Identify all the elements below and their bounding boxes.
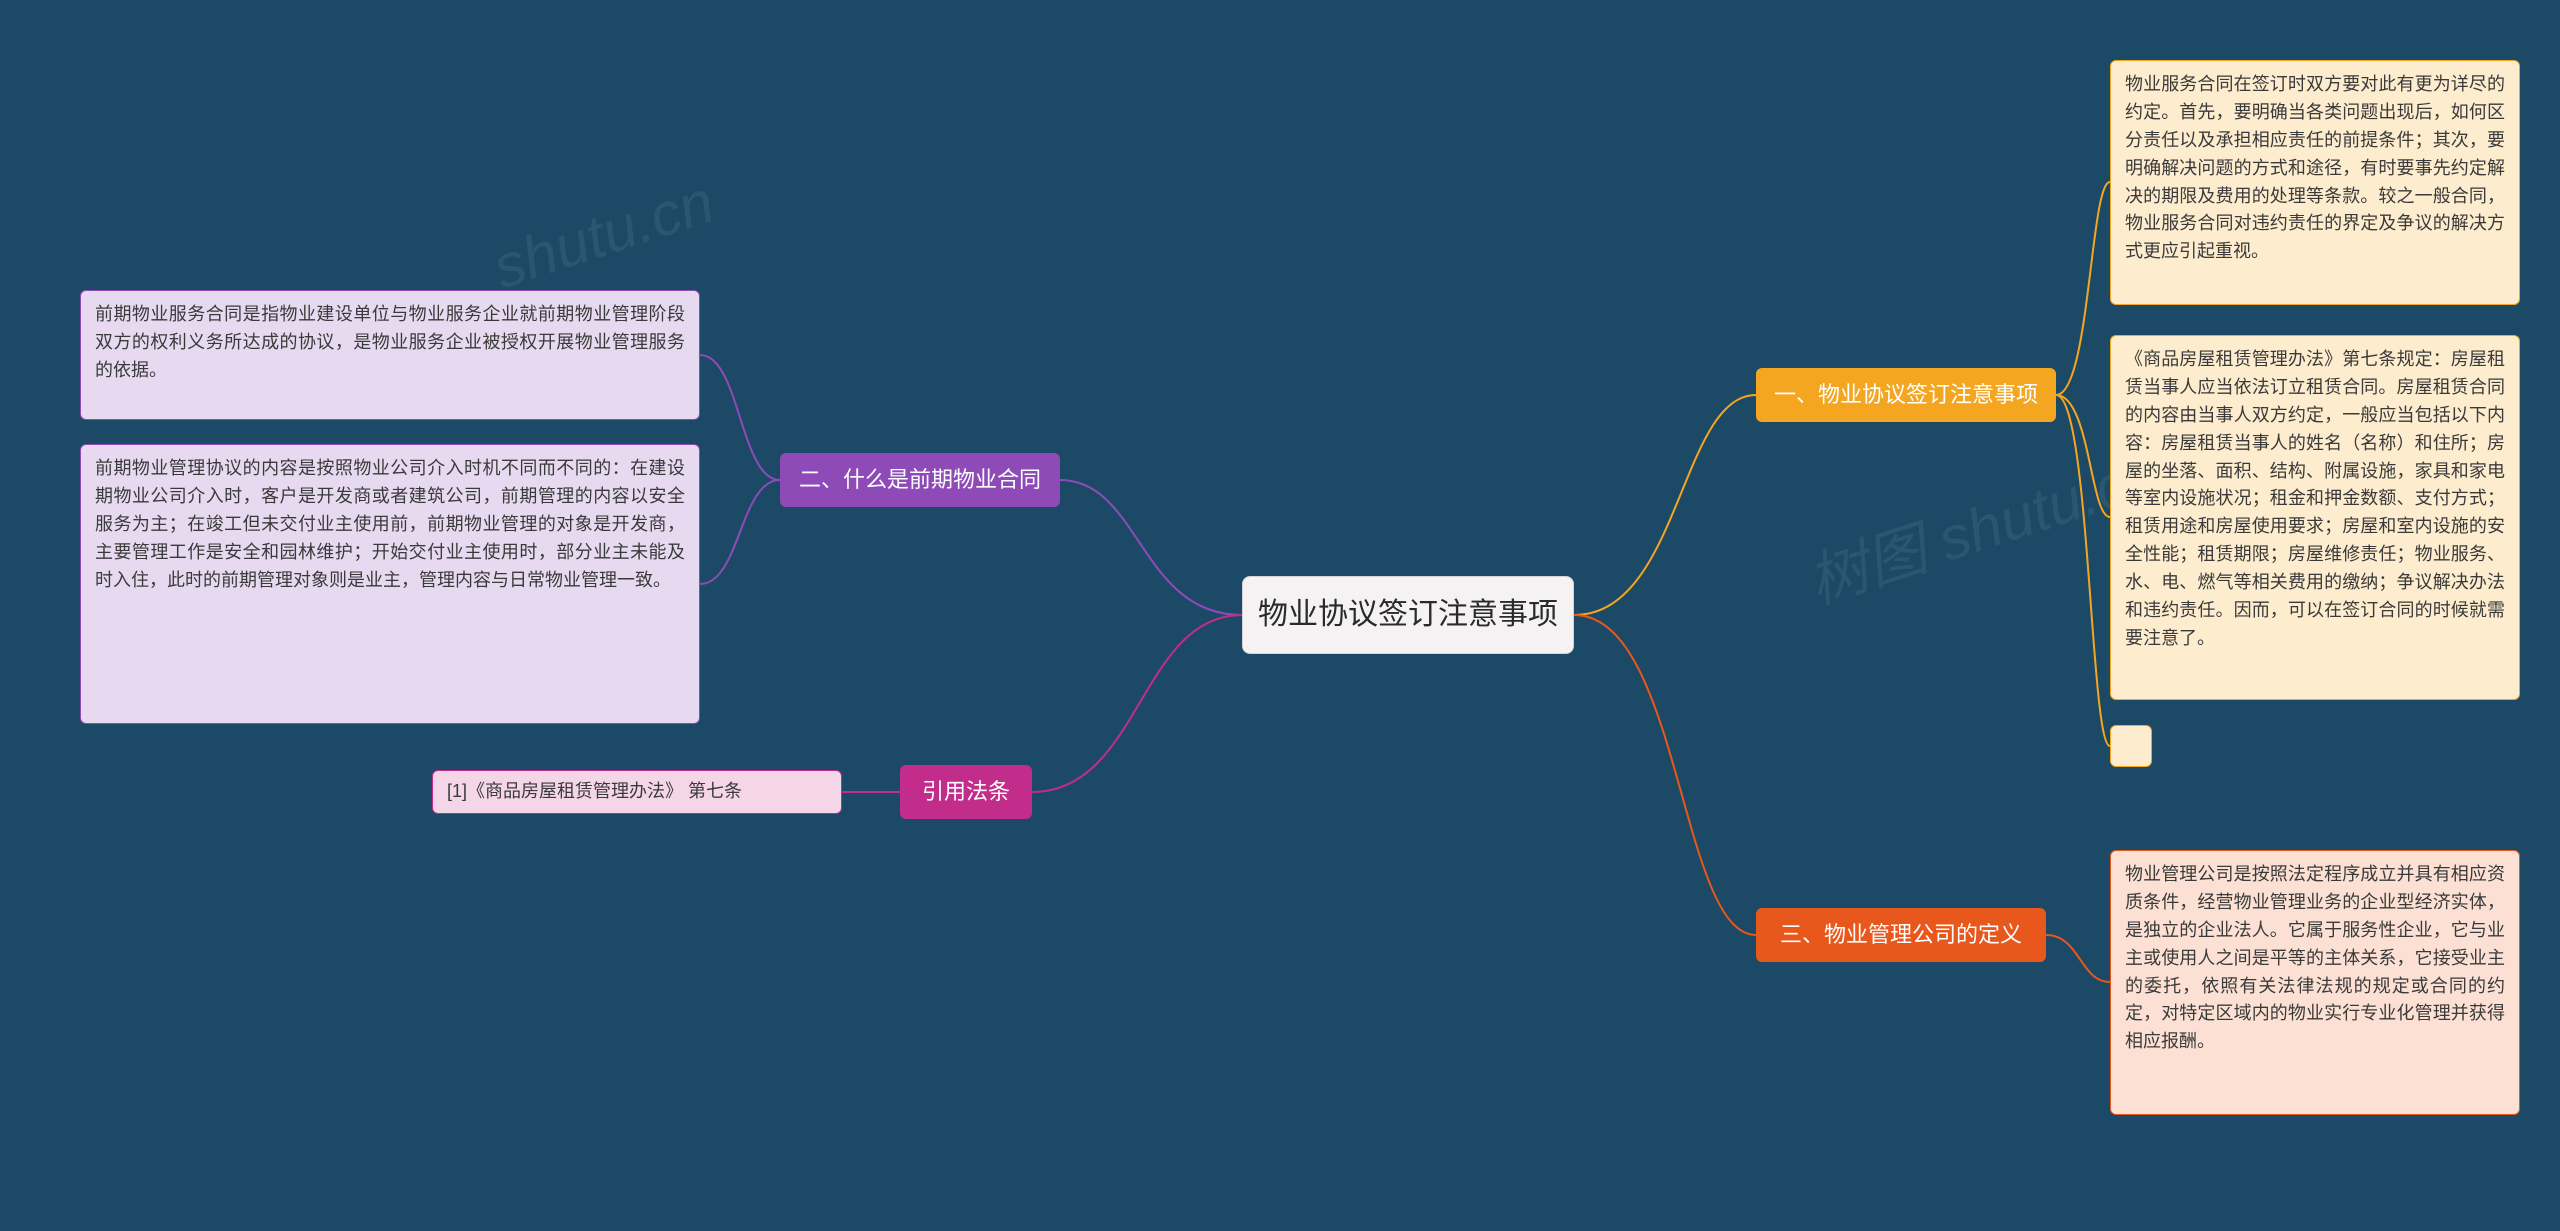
root-node[interactable]: 物业协议签订注意事项 <box>1242 576 1574 654</box>
edge-root-branch1 <box>1574 395 1756 615</box>
leaf-node-1a[interactable]: 物业服务合同在签订时双方要对此有更为详尽的约定。首先，要明确当各类问题出现后，如… <box>2110 60 2520 305</box>
branch-label: 一、物业协议签订注意事项 <box>1774 378 2038 412</box>
leaf-text: [1]《商品房屋租赁管理办法》 第七条 <box>447 778 742 806</box>
branch-label: 引用法条 <box>922 775 1010 809</box>
leaf-node-2a[interactable]: 前期物业服务合同是指物业建设单位与物业服务企业就前期物业管理阶段双方的权利义务所… <box>80 290 700 420</box>
edge-root-branch3 <box>1574 615 1756 935</box>
leaf-node-cite[interactable]: [1]《商品房屋租赁管理办法》 第七条 <box>432 770 842 814</box>
leaf-text: 前期物业管理协议的内容是按照物业公司介入时机不同而不同的：在建设期物业公司介入时… <box>95 455 685 594</box>
leaf-node-1b[interactable]: 《商品房屋租赁管理办法》第七条规定：房屋租赁当事人应当依法订立租赁合同。房屋租赁… <box>2110 335 2520 700</box>
branch-node-2[interactable]: 二、什么是前期物业合同 <box>780 453 1060 507</box>
leaf-node-1c[interactable] <box>2110 725 2152 767</box>
leaf-text: 物业管理公司是按照法定程序成立并具有相应资质条件，经营物业管理业务的企业型经济实… <box>2125 861 2505 1056</box>
edge-b1-leaf1a <box>2056 182 2110 395</box>
branch-label: 三、物业管理公司的定义 <box>1780 918 2022 952</box>
watermark: shutu.cn <box>485 167 722 303</box>
branch-label: 二、什么是前期物业合同 <box>799 463 1041 497</box>
branch-node-3[interactable]: 三、物业管理公司的定义 <box>1756 908 2046 962</box>
leaf-node-3a[interactable]: 物业管理公司是按照法定程序成立并具有相应资质条件，经营物业管理业务的企业型经济实… <box>2110 850 2520 1115</box>
edge-b2-leaf2b <box>700 480 780 584</box>
leaf-text: 《商品房屋租赁管理办法》第七条规定：房屋租赁当事人应当依法订立租赁合同。房屋租赁… <box>2125 346 2505 653</box>
edge-b1-leaf1b <box>2056 395 2110 517</box>
edge-root-branch2 <box>1060 480 1242 615</box>
edge-b2-leaf2a <box>700 355 780 480</box>
mindmap-canvas: shutu.cn 树图 shutu.cn 树图 shutu.cn 物业协议签订注… <box>0 0 2560 1231</box>
leaf-node-2b[interactable]: 前期物业管理协议的内容是按照物业公司介入时机不同而不同的：在建设期物业公司介入时… <box>80 444 700 724</box>
edge-b1-leaf1c <box>2056 395 2110 746</box>
edge-b3-leaf3a <box>2046 935 2110 982</box>
branch-node-1[interactable]: 一、物业协议签订注意事项 <box>1756 368 2056 422</box>
branch-node-cite[interactable]: 引用法条 <box>900 765 1032 819</box>
leaf-text: 物业服务合同在签订时双方要对此有更为详尽的约定。首先，要明确当各类问题出现后，如… <box>2125 71 2505 266</box>
edge-root-cite <box>1032 615 1242 792</box>
root-label: 物业协议签订注意事项 <box>1258 592 1558 639</box>
leaf-text: 前期物业服务合同是指物业建设单位与物业服务企业就前期物业管理阶段双方的权利义务所… <box>95 301 685 385</box>
